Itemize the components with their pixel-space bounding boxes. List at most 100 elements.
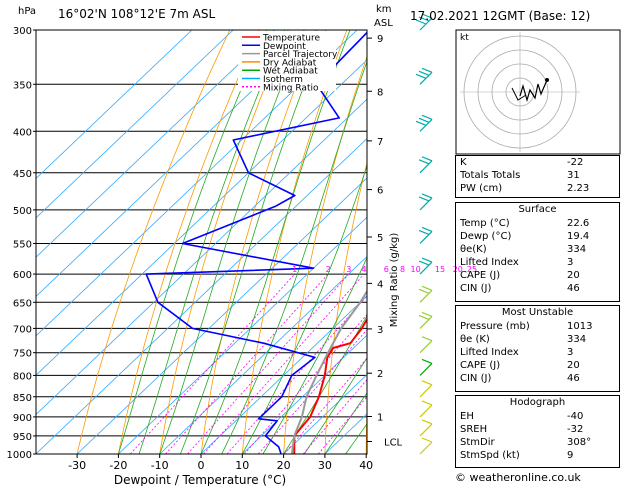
- isotherm: [283, 374, 367, 454]
- wind-barb-flag: [421, 114, 433, 120]
- surface-row: CIN (J) 46: [460, 283, 580, 294]
- wet-adiabat: [118, 30, 268, 454]
- mixing-ratio-label: 4: [361, 265, 366, 274]
- wind-barb-flag: [418, 260, 430, 266]
- temperature-tick-label: 20: [277, 459, 291, 472]
- wind-barb-flag: [415, 19, 427, 25]
- pressure-tick-label: 1000: [7, 450, 32, 461]
- dry-adiabat: [76, 30, 231, 454]
- surface-title: Surface: [518, 204, 557, 215]
- hodograph-title: Hodograph: [509, 397, 566, 408]
- stat-row-totals: Totals Totals 31: [460, 170, 580, 181]
- dry-adiabat: [118, 30, 260, 454]
- wind-barb-flag: [421, 358, 433, 364]
- parcel-trajectory-line: [290, 289, 367, 454]
- wet-adiabat: [303, 357, 367, 454]
- isotherm: [200, 295, 367, 454]
- lcl-label: LCL: [384, 437, 403, 448]
- altitude-tick-label: 4: [377, 279, 383, 290]
- wind-barb-flag: [418, 117, 430, 123]
- wet-adiabat: [159, 30, 305, 454]
- wind-barb-flag: [421, 67, 433, 73]
- altitude-tick-label: 5: [377, 233, 383, 244]
- pressure-tick-label: 600: [13, 270, 32, 281]
- wind-barb-staff: [419, 404, 433, 418]
- isotherm: [36, 30, 358, 337]
- altitude-tick-label: 9: [377, 34, 383, 45]
- wind-barb-staff: [419, 197, 433, 211]
- legend-label: Temperature: [262, 34, 320, 44]
- isotherm: [76, 177, 367, 454]
- hodograph-row: SREH -32: [460, 424, 584, 435]
- altitude-tick-label: 6: [377, 186, 383, 197]
- isotherm: [36, 59, 367, 376]
- isotherm: [36, 30, 317, 298]
- most-unstable-title: Most Unstable: [501, 307, 574, 318]
- wind-barb-staff: [419, 423, 433, 437]
- wind-barb-flag: [418, 70, 430, 76]
- surface-row: θe(K) 334: [460, 244, 587, 255]
- sounding-datetime: 17.02.2021 12GMT (Base: 12): [410, 9, 590, 23]
- mixing-ratio-labels: 1 2 3 4 6 8 10 15 20 25: [292, 265, 477, 274]
- wet-adiabat: [241, 164, 367, 454]
- copyright: © weatheronline.co.uk: [455, 471, 581, 484]
- wind-barb-staff: [419, 362, 433, 376]
- wet-adiabat: [262, 256, 367, 454]
- mixing-ratio-label: 2: [326, 265, 331, 274]
- temperature-tick-label: 10: [235, 459, 249, 472]
- temperature-tick-label: -30: [68, 459, 86, 472]
- axes: 3003504004505005506006507007508008509009…: [7, 26, 403, 472]
- isotherm: [36, 98, 367, 416]
- diagram-grid: [36, 30, 367, 454]
- legend-label: Isotherm: [263, 75, 303, 85]
- wind-barb-flag: [418, 196, 430, 202]
- wind-barb-flag: [421, 336, 433, 342]
- mixing-ratio-label: 25: [467, 265, 477, 274]
- wind-barb-flag: [421, 380, 433, 386]
- temperature-tick-label: 0: [198, 459, 205, 472]
- pressure-tick-label: 900: [13, 413, 32, 424]
- wind-barb-flag: [421, 285, 433, 291]
- mixing-ratio-label: 6: [384, 265, 389, 274]
- altitude-tick-label: 3: [377, 325, 383, 336]
- wind-barb-flag: [418, 288, 430, 294]
- mixing-ratio-label: 20: [453, 265, 463, 274]
- stat-row-k: K -22: [460, 157, 584, 168]
- station-location: 16°02'N 108°12'E 7m ASL: [58, 7, 215, 21]
- most-unstable-box: Most Unstable Pressure (mb) 1013 θe (K) 33…: [455, 305, 620, 392]
- surface-box: Surface Temp (°C) 22.6 Dewp (°C) 19.4 θe(K…: [455, 202, 620, 302]
- wind-barb-staff: [419, 261, 433, 275]
- wind-barb-flag: [421, 226, 433, 233]
- hodograph-box: Hodograph EH -40 SREH -32 StmDir 308° StmSp…: [455, 395, 620, 468]
- isotherm: [159, 256, 367, 454]
- asl-unit-label: ASL: [374, 18, 393, 29]
- wind-barb-flag: [418, 314, 430, 320]
- mixing-ratio-label: 1: [292, 265, 297, 274]
- temperature-tick-label: 40: [359, 459, 373, 472]
- hodograph-unit-label: kt: [460, 33, 469, 43]
- pressure-tick-label: 550: [13, 239, 32, 250]
- wet-adiabat: [200, 30, 351, 454]
- plot-frame: [35, 29, 368, 455]
- altitude-tick-label: 8: [377, 87, 383, 98]
- pressure-tick-label: 950: [13, 432, 32, 443]
- km-unit-label: km: [376, 4, 392, 15]
- surface-row: CAPE (J) 20: [460, 270, 580, 281]
- wind-barb-staff: [419, 160, 433, 174]
- legend-label: Parcel Trajectory: [263, 50, 338, 60]
- sounding-lines: [145, 31, 367, 454]
- wind-barb-flag: [415, 120, 427, 126]
- wind-barb-flag: [421, 156, 433, 162]
- pressure-tick-label: 700: [13, 324, 32, 335]
- most-unstable-row: CIN (J) 46: [460, 373, 580, 384]
- mixing-ratio-label: 8: [400, 265, 405, 274]
- altitude-tick-label: 7: [377, 137, 383, 148]
- temperature-tick-label: -20: [109, 459, 127, 472]
- legend-label: Dewpoint: [263, 42, 306, 52]
- hodograph-row: StmDir 308°: [460, 437, 592, 448]
- isotherm: [36, 30, 275, 258]
- mixing-ratio-line: [165, 273, 329, 454]
- wind-barb-staff: [419, 441, 433, 455]
- wind-barb-flag: [421, 311, 433, 317]
